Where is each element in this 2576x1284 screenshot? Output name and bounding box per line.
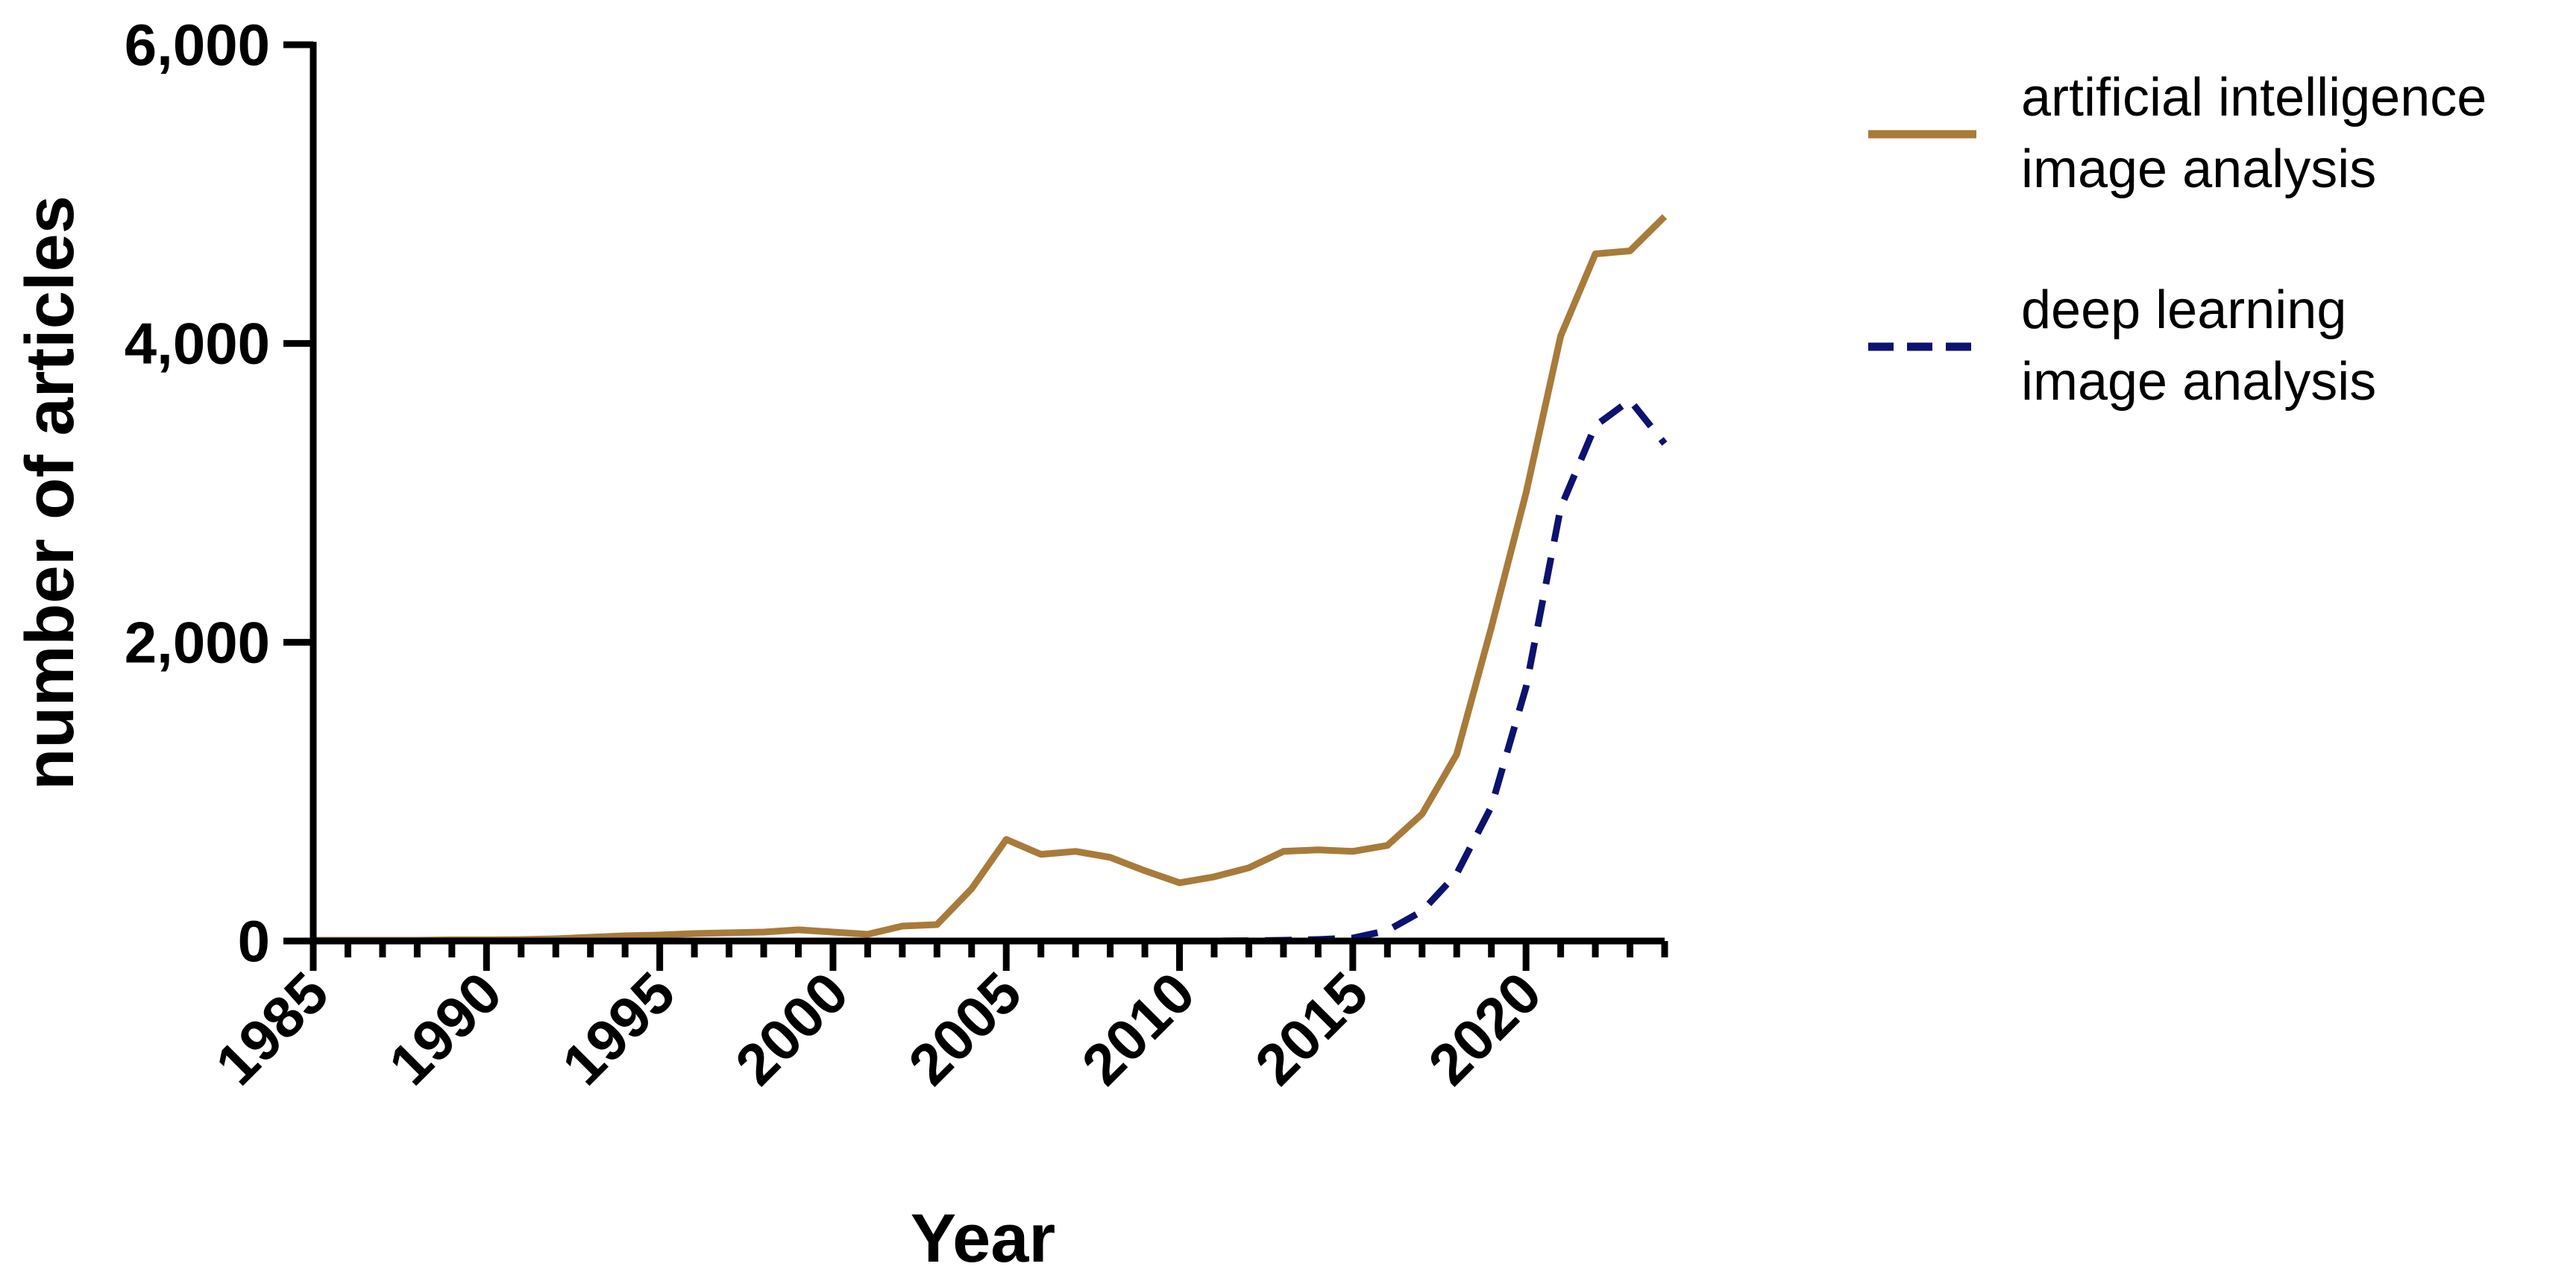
- y-tick-label: 2,000: [125, 609, 270, 675]
- y-tick-label: 4,000: [125, 311, 270, 377]
- y-tick-label: 0: [238, 908, 270, 974]
- x-tick-label: 1995: [550, 960, 688, 1098]
- x-tick-label: 2015: [1243, 960, 1380, 1098]
- x-tick-label: 2010: [1069, 960, 1207, 1098]
- legend-label-1: artificial intelligence: [2021, 68, 2487, 128]
- x-tick-label: 2005: [896, 960, 1034, 1098]
- plot-area: 0 2,000 4,000 6,000 1985 1990 1995 2000 2005 201…: [125, 12, 1668, 1098]
- legend-label-1: image analysis: [2021, 139, 2376, 199]
- y-tick-label: 6,000: [125, 12, 270, 78]
- legend-label-2: image analysis: [2021, 352, 2376, 412]
- x-axis-ticks: 1985 1990 1995 2000 2005 2010 2015 2020: [203, 941, 1668, 1098]
- legend-label-2: deep learning: [2021, 280, 2346, 340]
- x-tick-label: 2000: [723, 960, 861, 1098]
- x-axis-title: Year: [911, 1200, 1055, 1277]
- x-tick-label: 2020: [1416, 960, 1554, 1098]
- legend: artificial intelligence image analysis dee…: [1868, 68, 2487, 412]
- series-line-1: [313, 214, 1668, 944]
- y-axis-ticks: 0 2,000 4,000 6,000: [125, 12, 313, 974]
- x-tick-label: 1990: [376, 960, 514, 1098]
- y-axis-title: number of articles: [12, 195, 88, 790]
- series-lines: [313, 214, 1668, 945]
- x-tick-label: 1985: [203, 960, 341, 1098]
